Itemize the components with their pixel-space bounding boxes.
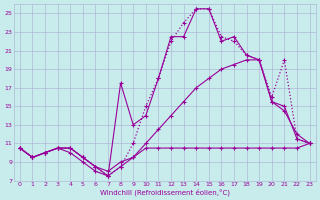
- X-axis label: Windchill (Refroidissement éolien,°C): Windchill (Refroidissement éolien,°C): [100, 188, 230, 196]
